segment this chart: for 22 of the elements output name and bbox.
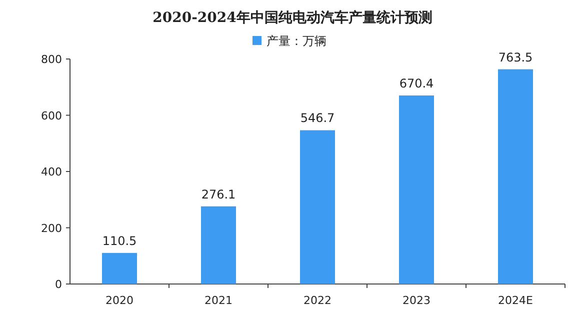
bar [399,95,434,284]
x-tick-label: 2021 [204,294,232,307]
x-tick-label: 2020 [106,294,134,307]
y-tick-label: 800 [41,53,62,66]
data-label: 670.4 [399,76,434,90]
bar [201,206,236,284]
y-tick-label: 200 [41,222,62,235]
data-label: 763.5 [498,50,533,64]
data-label: 110.5 [102,234,137,248]
y-tick-label: 0 [55,278,62,291]
x-tick-label: 2022 [304,294,332,307]
legend-label: 产量：万辆 [266,34,326,48]
bar [102,252,137,284]
y-tick-label: 400 [41,166,62,178]
chart-title: 2020-2024年中国纯电动汽车产量统计预测 [152,9,432,26]
bar [498,69,533,284]
x-tick-label: 2024E [498,294,534,307]
data-label: 546.7 [300,111,335,126]
y-tick-label: 600 [41,109,62,122]
data-label: 276.1 [201,187,236,202]
x-tick-label: 2023 [402,294,430,307]
bar [300,130,335,284]
